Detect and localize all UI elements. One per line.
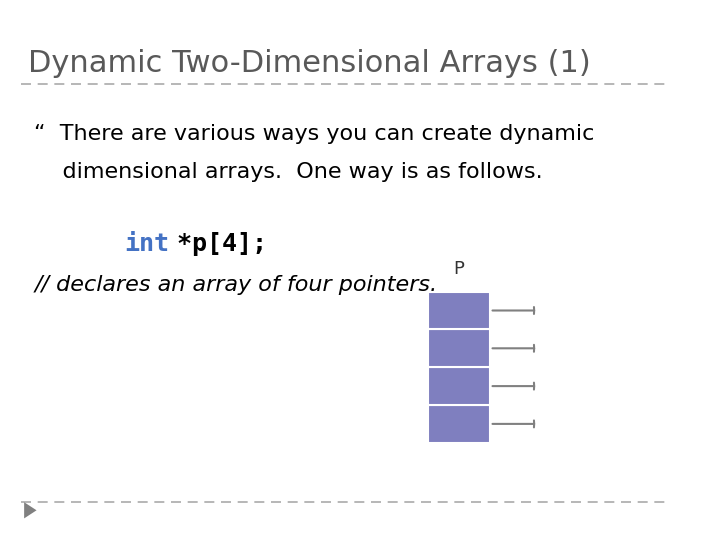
Text: // declares an array of four pointers.: // declares an array of four pointers. — [35, 275, 438, 295]
Text: int: int — [124, 232, 169, 256]
Polygon shape — [24, 502, 37, 518]
Text: dimensional arrays.  One way is as follows.: dimensional arrays. One way is as follow… — [35, 162, 543, 182]
Bar — [428, 367, 490, 405]
Text: “  There are various ways you can create dynamic: “ There are various ways you can create … — [35, 124, 595, 144]
Text: Dynamic Two-Dimensional Arrays (1): Dynamic Two-Dimensional Arrays (1) — [27, 49, 590, 78]
Bar — [428, 292, 490, 329]
Bar — [428, 405, 490, 443]
Text: P: P — [453, 260, 464, 278]
Text: *p[4];: *p[4]; — [162, 232, 267, 256]
Bar — [428, 329, 490, 367]
